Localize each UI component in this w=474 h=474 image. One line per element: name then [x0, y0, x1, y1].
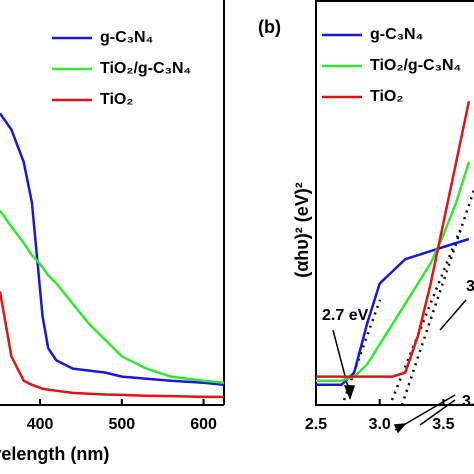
legend-label: TiO₂	[370, 88, 403, 105]
plot-frame	[315, 0, 474, 406]
x-tick-label: 500	[108, 416, 135, 433]
x-axis-title: Wavelength (nm)	[0, 444, 109, 464]
x-tick-label: 3.0	[369, 416, 391, 433]
x-tick-label: 400	[27, 416, 54, 433]
tangent-lines	[342, 189, 474, 406]
annotation: 3.0 eV	[466, 278, 474, 295]
legend-label: TiO₂/g-C₃N₄	[100, 60, 191, 77]
arrows	[332, 299, 467, 434]
series-line	[0, 112, 225, 387]
x-tick-label: 2.5	[305, 416, 327, 433]
x-tick-label: 3.5	[432, 416, 454, 433]
panel-label: (b)	[258, 17, 281, 37]
series-line	[0, 209, 225, 384]
series-line	[316, 237, 470, 387]
legend-label: g-C₃N₄	[370, 26, 423, 43]
series-line	[0, 291, 224, 399]
legend-label: g-C₃N₄	[100, 29, 153, 46]
x-tick-label: 600	[190, 416, 217, 433]
legend-label: TiO₂	[100, 91, 133, 108]
series-line	[316, 101, 471, 378]
legend-label: TiO₂/g-C₃N₄	[370, 57, 461, 74]
annotation: 2.7 eV	[322, 307, 369, 324]
y-axis-title: (αhυ)² (eV)²	[292, 182, 312, 278]
annotation: 3.2 eV	[462, 393, 474, 410]
